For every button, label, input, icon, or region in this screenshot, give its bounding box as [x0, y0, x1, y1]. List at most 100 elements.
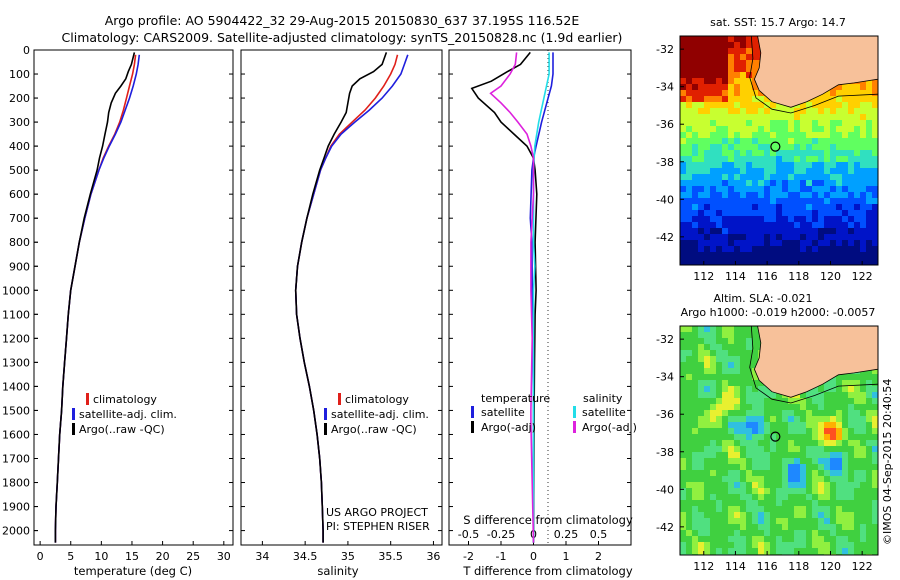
- heatmap-cell: [764, 96, 770, 102]
- heatmap-cell: [854, 404, 860, 410]
- heatmap-cell: [776, 512, 782, 518]
- heatmap-cell: [860, 198, 866, 204]
- heatmap-cell: [776, 536, 782, 542]
- heatmap-cell: [692, 368, 698, 374]
- heatmap-cell: [722, 222, 728, 228]
- heatmap-cell: [710, 404, 716, 410]
- heatmap-cell: [788, 180, 794, 186]
- heatmap-cell: [734, 506, 740, 512]
- heatmap-cell: [836, 494, 842, 500]
- heatmap-cell: [758, 156, 764, 162]
- heatmap-cell: [818, 228, 824, 234]
- heatmap-cell: [842, 374, 848, 380]
- x-tick-label: 34.5: [293, 550, 318, 563]
- heatmap-cell: [704, 434, 710, 440]
- heatmap-cell: [698, 452, 704, 458]
- heatmap-cell: [710, 150, 716, 156]
- heatmap-cell: [830, 192, 836, 198]
- legend-swatch-climatology: [338, 393, 341, 405]
- x-tick-label: -2: [463, 550, 474, 563]
- heatmap-cell: [806, 536, 812, 542]
- heatmap-cell: [710, 84, 716, 90]
- heatmap-cell: [770, 440, 776, 446]
- heatmap-cell: [824, 186, 830, 192]
- heatmap-cell: [698, 132, 704, 138]
- heatmap-cell: [842, 204, 848, 210]
- heatmap-cell: [812, 428, 818, 434]
- heatmap-cell: [872, 210, 878, 216]
- heatmap-cell: [698, 458, 704, 464]
- heatmap-cell: [860, 102, 866, 108]
- heatmap-cell: [764, 252, 770, 258]
- heatmap-cell: [794, 234, 800, 240]
- heatmap-cell: [746, 494, 752, 500]
- heatmap-cell: [764, 392, 770, 398]
- heatmap-cell: [794, 422, 800, 428]
- heatmap-cell: [680, 368, 686, 374]
- heatmap-cell: [800, 530, 806, 536]
- heatmap-cell: [770, 210, 776, 216]
- heatmap-cell: [698, 380, 704, 386]
- heatmap-cell: [692, 156, 698, 162]
- heatmap-cell: [860, 90, 866, 96]
- legend-label-t-satellite: satellite: [481, 406, 525, 419]
- heatmap-cell: [854, 380, 860, 386]
- heatmap-cell: [686, 222, 692, 228]
- heatmap-cell: [866, 440, 872, 446]
- heatmap-cell: [794, 518, 800, 524]
- heatmap-cell: [722, 126, 728, 132]
- heatmap-cell: [800, 410, 806, 416]
- heatmap-cell: [830, 542, 836, 548]
- heatmap-cell: [698, 362, 704, 368]
- heatmap-cell: [842, 228, 848, 234]
- heatmap-cell: [734, 398, 740, 404]
- heatmap-cell: [788, 252, 794, 258]
- heatmap-cell: [722, 446, 728, 452]
- heatmap-cell: [842, 542, 848, 548]
- heatmap-cell: [770, 518, 776, 524]
- heatmap-cell: [698, 180, 704, 186]
- heatmap-cell: [848, 240, 854, 246]
- heatmap-cell: [698, 186, 704, 192]
- heatmap-cell: [824, 398, 830, 404]
- heatmap-cell: [746, 246, 752, 252]
- heatmap-cell: [698, 78, 704, 84]
- heatmap-cell: [788, 240, 794, 246]
- heatmap-cell: [854, 102, 860, 108]
- heatmap-cell: [686, 162, 692, 168]
- heatmap-cell: [788, 476, 794, 482]
- heatmap-cell: [776, 120, 782, 126]
- heatmap-cell: [806, 494, 812, 500]
- heatmap-cell: [848, 150, 854, 156]
- heatmap-cell: [680, 150, 686, 156]
- lon-tick-label: 116: [757, 560, 778, 573]
- heatmap-cell: [782, 404, 788, 410]
- heatmap-cell: [860, 228, 866, 234]
- heatmap-cell: [806, 500, 812, 506]
- heatmap-cell: [710, 386, 716, 392]
- heatmap-cell: [860, 240, 866, 246]
- project-annotation-line1: US ARGO PROJECT: [326, 506, 428, 519]
- heatmap-cell: [722, 210, 728, 216]
- heatmap-cell: [692, 174, 698, 180]
- heatmap-cell: [794, 216, 800, 222]
- heatmap-cell: [788, 542, 794, 548]
- heatmap-cell: [746, 518, 752, 524]
- heatmap-cell: [872, 144, 878, 150]
- heatmap-cell: [848, 174, 854, 180]
- x-tick-label: 20: [156, 550, 170, 563]
- heatmap-cell: [716, 380, 722, 386]
- heatmap-cell: [866, 144, 872, 150]
- heatmap-cell: [680, 144, 686, 150]
- heatmap-cell: [686, 90, 692, 96]
- heatmap-cell: [836, 398, 842, 404]
- heatmap-cell: [746, 96, 752, 102]
- heatmap-cell: [800, 548, 806, 554]
- heatmap-cell: [716, 102, 722, 108]
- heatmap-cell: [866, 246, 872, 252]
- heatmap-cell: [716, 78, 722, 84]
- heatmap-cell: [794, 228, 800, 234]
- heatmap-cell: [746, 440, 752, 446]
- heatmap-cell: [734, 90, 740, 96]
- heatmap-cell: [806, 416, 812, 422]
